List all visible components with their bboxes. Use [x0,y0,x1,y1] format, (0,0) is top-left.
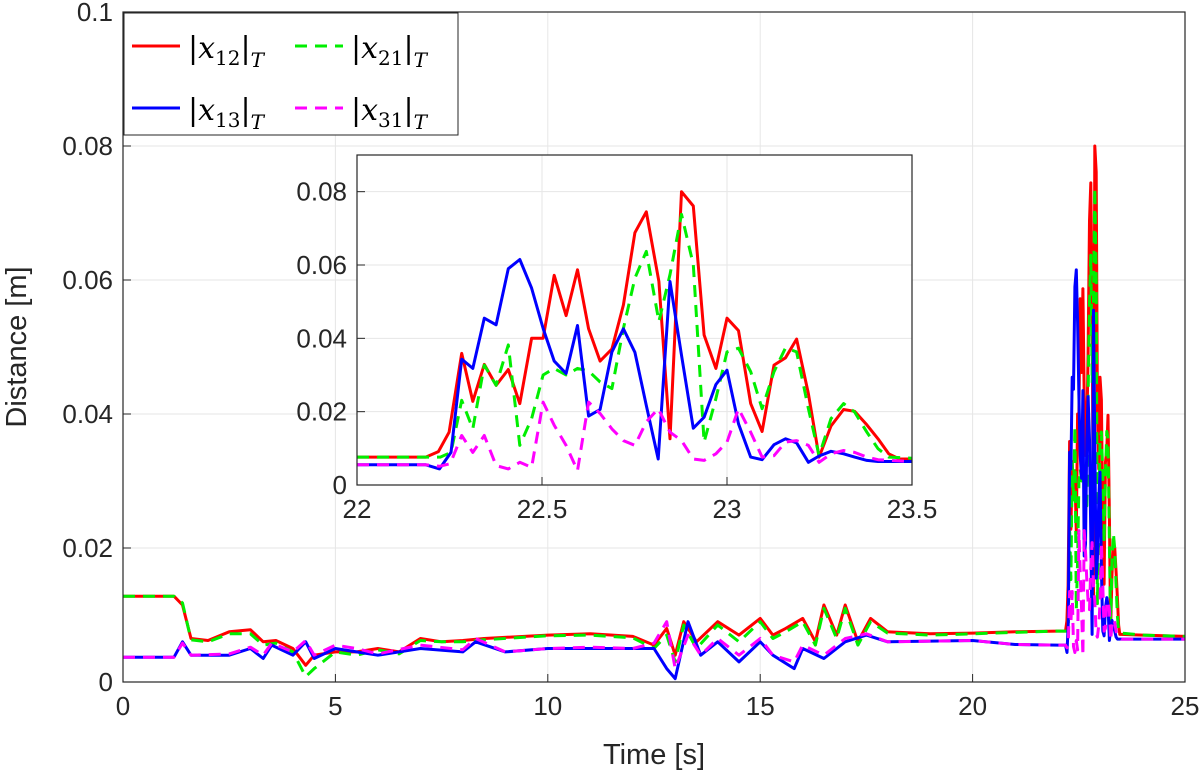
inset-y-tick-label: 0.04 [296,323,347,353]
main-x-tick-label: 25 [1171,691,1200,721]
legend-outer-sub: T [251,48,266,72]
legend-bar: | [351,93,361,128]
inset-y-tick-label: 0 [333,470,347,500]
legend-outer-sub: T [414,48,429,72]
legend-bar: | [240,31,250,66]
main-x-tick-label: 5 [328,691,342,721]
legend-sub: 31 [378,108,403,132]
legend-var: x [361,31,378,66]
inset-series-x31t [357,400,912,473]
legend-label-x31t: |x31|T [351,93,429,134]
inset-x-tick-label: 22.5 [517,494,568,524]
main-series-x21t [123,186,1186,679]
legend-outer-sub: T [251,110,266,134]
legend-bar: | [351,31,361,66]
inset-y-tick-label: 0.06 [296,250,347,280]
legend-outer-sub: T [414,110,429,134]
main-x-tick-label: 0 [116,691,130,721]
inset-x-tick-label: 23.5 [887,494,938,524]
legend-sub: 12 [215,46,240,70]
inset-frame [356,154,913,486]
main-y-tick-label: 0.04 [62,399,113,429]
legend-label-x21t: |x21|T [351,31,429,72]
inset-x-tick-label: 22 [343,494,372,524]
legend-bar: | [188,93,198,128]
x-axis-label: Time [s] [603,739,705,771]
inset-x-tick-label: 23 [713,494,742,524]
legend-label-x12t: |x12|T [188,31,266,72]
legend: |x12|T |x21|T|x13|T |x31|T [123,12,459,136]
main-y-tick-label: 0.1 [77,0,113,27]
main-y-tick-label: 0.08 [62,131,113,161]
legend-var: x [198,93,215,128]
legend-sub: 13 [215,108,240,132]
legend-var: x [198,31,215,66]
inset-y-tick-label: 0.02 [296,397,347,427]
y-axis-label: Distance [m] [1,266,33,427]
legend-var: x [361,93,378,128]
main-x-tick-label: 20 [958,691,987,721]
main-y-tick-label: 0 [99,667,113,697]
legend-bar: | [403,31,413,66]
inset-y-tick-label: 0.08 [296,177,347,207]
legend-bar: | [403,93,413,128]
main-x-tick-label: 15 [746,691,775,721]
main-frame [122,11,1186,683]
legend-bar: | [240,93,250,128]
inset-axes: 22 22.5 23 23.5 0 0.02 0.04 0.06 0.08 [296,154,938,524]
main-x-tick-label: 10 [533,691,562,721]
main-y-tick-label: 0.06 [62,265,113,295]
inset-series-x13t [357,258,912,471]
legend-label-x13t: |x13|T [188,93,266,134]
legend-box [123,12,459,136]
legend-sub: 21 [378,46,403,70]
main-y-tick-label: 0.02 [62,533,113,563]
legend-bar: | [188,31,198,66]
main-series-x31t [123,529,1185,671]
